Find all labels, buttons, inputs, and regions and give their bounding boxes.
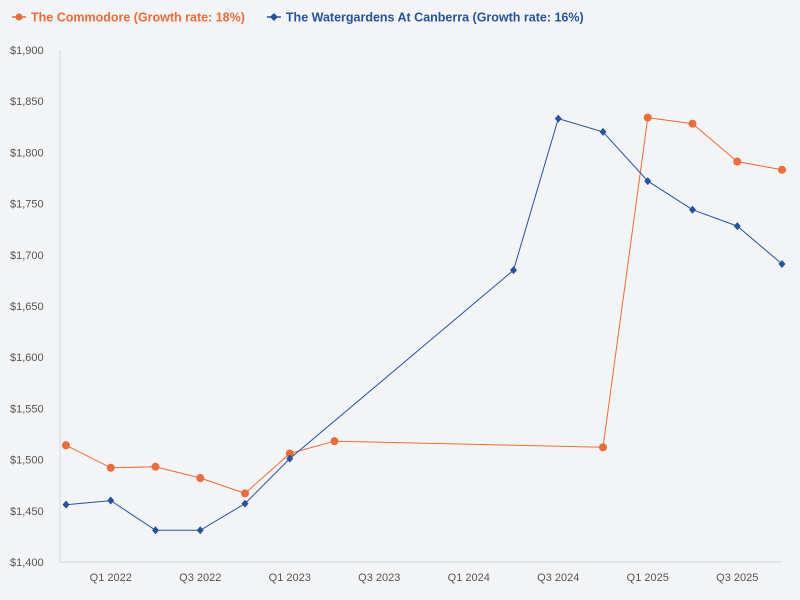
legend-marker	[15, 13, 23, 21]
data-point	[689, 205, 696, 214]
series-line	[65, 117, 783, 494]
y-tick-label: $1,900	[10, 45, 44, 57]
x-tick-label: Q1 2025	[627, 572, 669, 584]
x-tick-label: Q1 2023	[269, 572, 311, 584]
data-point	[152, 526, 159, 535]
legend-label: The Commodore (Growth rate: 18%)	[31, 11, 245, 25]
data-point	[196, 474, 205, 483]
data-point	[643, 113, 652, 122]
y-tick-label: $1,650	[10, 301, 44, 313]
x-tick-label: Q1 2024	[448, 572, 490, 584]
y-tick-label: $1,450	[10, 506, 44, 518]
y-tick-label: $1,850	[10, 96, 44, 108]
legend: The Commodore (Growth rate: 18%) The Wate…	[12, 11, 584, 25]
data-point	[599, 127, 607, 136]
data-point	[554, 114, 562, 123]
x-tick-label: Q3 2025	[716, 572, 758, 584]
axes: $1,400 $1,450 $1,500 $1,550 $1,600 $1,650 $1,7…	[10, 45, 782, 584]
x-tick-label: Q3 2023	[358, 572, 400, 584]
y-tick-label: $1,600	[10, 352, 44, 364]
data-point	[151, 462, 160, 471]
legend-item-1: The Watergardens At Canberra (Growth rat…	[266, 11, 584, 25]
legend-marker	[269, 13, 278, 21]
data-point	[285, 449, 294, 458]
data-point	[599, 443, 607, 452]
series-layer	[62, 113, 786, 535]
y-tick-label: $1,700	[10, 250, 44, 262]
data-point	[62, 441, 70, 450]
data-point	[778, 165, 786, 174]
legend-item-0: The Commodore (Growth rate: 18%)	[12, 11, 245, 25]
data-point	[733, 222, 741, 231]
x-tick-label: Q1 2022	[90, 572, 132, 584]
y-tick-label: $1,500	[10, 455, 44, 467]
data-point	[241, 499, 249, 508]
data-point	[644, 177, 652, 186]
y-tick-label: $1,750	[10, 199, 44, 211]
x-tick-label: Q3 2024	[537, 572, 579, 584]
data-point	[733, 157, 742, 166]
data-point	[241, 489, 249, 498]
y-tick-label: $1,400	[10, 557, 44, 569]
series-1	[62, 114, 786, 535]
data-point	[196, 526, 204, 535]
series-line	[65, 117, 783, 531]
data-point	[107, 496, 115, 505]
y-tick-label: $1,800	[10, 147, 44, 159]
data-point	[688, 119, 697, 128]
series-0	[62, 113, 786, 498]
data-point	[330, 437, 339, 446]
data-point	[510, 266, 517, 275]
legend-label: The Watergardens At Canberra (Growth rat…	[286, 11, 584, 25]
data-point	[778, 260, 786, 269]
data-point	[62, 500, 70, 509]
data-point	[286, 454, 294, 463]
data-point	[106, 463, 115, 472]
x-tick-label: Q3 2022	[179, 572, 221, 584]
y-tick-label: $1,550	[10, 403, 44, 415]
